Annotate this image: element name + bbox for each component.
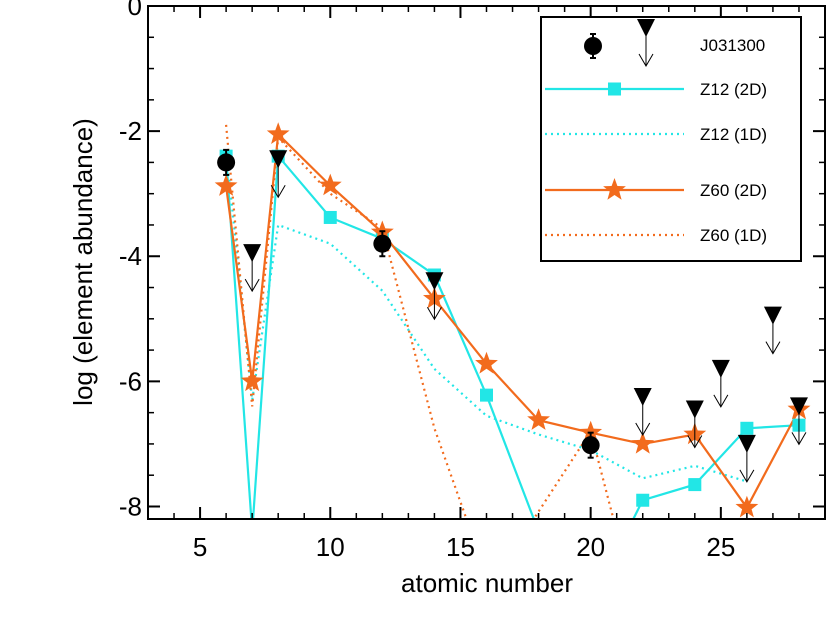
square-marker bbox=[688, 478, 702, 492]
upper-limit bbox=[633, 388, 652, 436]
y-tick-label: -2 bbox=[119, 116, 142, 146]
upper-limit-arrow-head bbox=[244, 278, 260, 293]
square-marker bbox=[740, 421, 754, 435]
x-tick-label: 10 bbox=[316, 532, 345, 562]
star-marker bbox=[214, 174, 238, 196]
upper-limit bbox=[763, 306, 782, 355]
legend-square-sample bbox=[608, 82, 621, 96]
legend-label: Z60 (1D) bbox=[700, 226, 767, 245]
star-marker bbox=[735, 495, 759, 518]
series-line-z12-2d- bbox=[225, 153, 536, 519]
star-marker bbox=[527, 408, 550, 430]
star-marker bbox=[266, 122, 290, 144]
series-line-z12-1d- bbox=[225, 149, 748, 483]
legend-detection-sample bbox=[584, 33, 602, 59]
upper-limit-arrow-head bbox=[270, 185, 286, 199]
x-axis-title: atomic number bbox=[401, 568, 573, 598]
legend-label: Z60 (2D) bbox=[700, 181, 767, 200]
star-marker bbox=[318, 173, 342, 196]
upper-limit bbox=[737, 434, 756, 483]
detection-marker bbox=[217, 153, 236, 172]
square-marker bbox=[636, 493, 650, 507]
square-marker bbox=[480, 388, 493, 402]
upper-limit bbox=[269, 150, 288, 199]
legend-upper-limit-sample bbox=[637, 19, 655, 67]
star-marker bbox=[240, 369, 264, 392]
upper-limit-arrow-head bbox=[791, 432, 807, 446]
upper-limit-arrow-head bbox=[638, 53, 654, 67]
detection-point bbox=[581, 431, 600, 459]
detection-marker bbox=[373, 234, 392, 253]
upper-limit-triangle bbox=[243, 244, 262, 263]
detection-point bbox=[217, 148, 236, 176]
star-marker bbox=[579, 420, 603, 443]
x-tick-label: 5 bbox=[193, 532, 207, 562]
upper-limit bbox=[789, 397, 808, 446]
upper-limit bbox=[711, 359, 730, 408]
detection-marker bbox=[581, 436, 600, 455]
upper-limit-arrow-head bbox=[426, 307, 442, 321]
square-marker bbox=[323, 210, 337, 224]
y-tick-label: -4 bbox=[119, 241, 142, 271]
upper-limit-arrow-head bbox=[765, 341, 781, 355]
legend-label: Z12 (1D) bbox=[700, 125, 767, 144]
upper-limit-arrow-head bbox=[635, 422, 651, 436]
axis-layer: 5 10 15 20 25 0 -2 -4 -6 -8 bbox=[119, 0, 825, 562]
star-marker bbox=[475, 351, 498, 374]
legend-label: J031300 bbox=[700, 36, 765, 55]
upper-limit bbox=[243, 244, 262, 293]
x-tick-label: 15 bbox=[446, 532, 475, 562]
series-line-z60-1d- bbox=[225, 124, 468, 519]
y-tick-label: -8 bbox=[119, 491, 142, 521]
y-axis-title: log (element abundance) bbox=[68, 118, 98, 406]
upper-limit-arrow-head bbox=[687, 435, 703, 449]
marker-layer bbox=[214, 122, 811, 518]
legend: J031300 Z12 (2D) Z12 (1D) Z60 (2D) Z60 (1D) bbox=[540, 16, 802, 262]
upper-limit bbox=[685, 400, 704, 449]
upper-limit-arrow-head bbox=[739, 469, 755, 483]
legend-star-sample bbox=[603, 178, 626, 200]
legend-box bbox=[540, 16, 802, 262]
star-marker bbox=[631, 431, 655, 454]
upper-limit bbox=[425, 272, 444, 321]
detection-point bbox=[373, 230, 392, 258]
detection-marker bbox=[584, 37, 602, 55]
x-tick-label: 20 bbox=[576, 532, 605, 562]
y-tick-label: 0 bbox=[128, 0, 142, 21]
upper-limit-arrow-head bbox=[713, 394, 729, 408]
y-tick-label: -6 bbox=[119, 366, 142, 396]
legend-label: Z12 (2D) bbox=[700, 80, 767, 99]
x-tick-label: 25 bbox=[706, 532, 735, 562]
